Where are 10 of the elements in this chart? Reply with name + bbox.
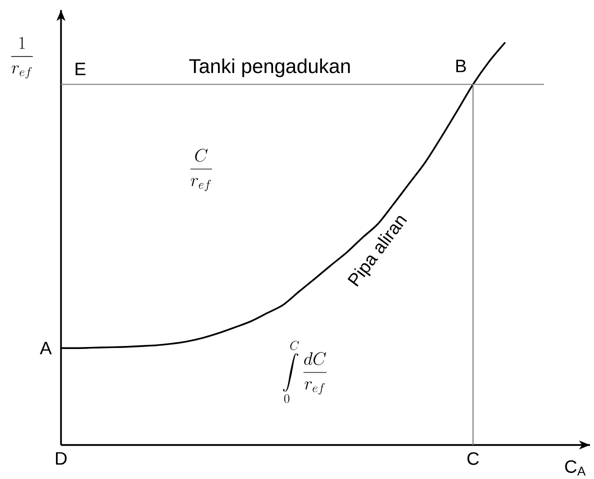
ref-line-label: Tanki pengadukan [189,58,350,78]
x-tick-label: D [56,452,67,465]
x-axis-title: C$_{A}$ [565,460,586,476]
annotation: B [456,60,466,72]
annotation: A [40,342,52,354]
annotation: $\frac{C}{r_{ef}}$ [190,148,212,192]
x-tick-label: C [467,452,479,465]
annotation: $\int\limits_{0}^{C}\frac{dC}{r_{ef}}$ [282,340,327,403]
annotation: E [76,62,86,76]
y-axis-title: $\frac{1}{r_{ef}}$ [11,36,33,79]
